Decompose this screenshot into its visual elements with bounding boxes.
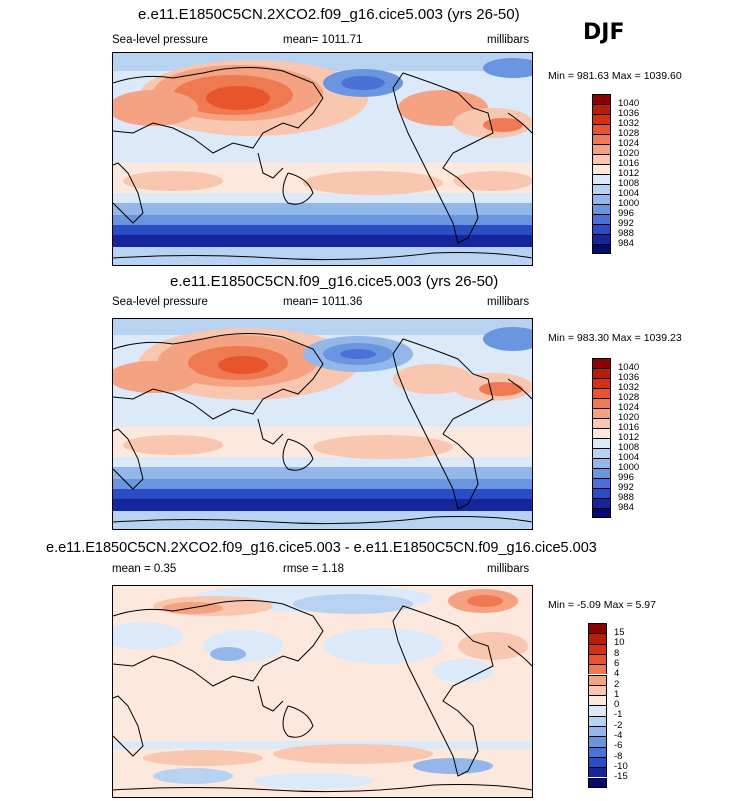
colorbar-1-label: 992 [618, 218, 634, 229]
panel-2-variable: Sea-level pressure [112, 296, 208, 308]
colorbar-3-label: 1 [614, 688, 620, 700]
colorbar-1-label: 1028 [618, 128, 640, 139]
colorbar-3-label: -15 [614, 771, 628, 783]
panel-2-map [112, 318, 533, 530]
panel-2-mean: mean= 1011.36 [283, 296, 363, 308]
colorbar-3-label: 10 [614, 637, 625, 649]
colorbar-3-label: -6 [614, 740, 623, 752]
panel-2-units: millibars [487, 296, 530, 308]
panel-2-title: e.e11.E1850C5CN.f09_g16.cice5.003 (yrs 2… [170, 273, 499, 290]
panel-1-units: millibars [487, 34, 530, 46]
colorbar-1-label: 988 [618, 228, 634, 239]
colorbar-1-label: 1016 [618, 158, 640, 169]
colorbar-2-label: 1024 [618, 402, 640, 413]
colorbar-2-label: 1020 [618, 412, 640, 423]
panel-1-map [112, 52, 533, 266]
colorbar-3-label: -2 [614, 719, 623, 731]
colorbar-2-label: 984 [618, 502, 634, 513]
colorbar-1-label: 984 [618, 238, 634, 249]
colorbar-2-label: 1004 [618, 452, 640, 463]
colorbar-3-label: 15 [614, 627, 625, 638]
colorbar-1-label: 1020 [618, 148, 640, 159]
colorbar-1-label: 1036 [618, 108, 640, 119]
colorbar-2-label: 1028 [618, 392, 640, 403]
colorbar-2-label: 1040 [618, 362, 640, 373]
colorbar-3-label: -8 [614, 750, 623, 762]
colorbar-3-label: 4 [614, 668, 620, 680]
colorbar-3-label: 0 [614, 699, 620, 711]
panel-1-title: e.e11.E1850C5CN.2XCO2.f09_g16.cice5.003 … [138, 6, 520, 23]
panel-3-rmse: rmse = 1.18 [283, 563, 345, 575]
colorbar-2-label: 996 [618, 472, 634, 483]
panel-3-units: millibars [487, 563, 530, 575]
colorbar-1-label: 1024 [618, 138, 640, 149]
colorbar-2-label: 992 [618, 482, 634, 493]
colorbar-3-label: -10 [614, 760, 628, 772]
panel-3-mean: mean = 0.35 [112, 563, 177, 575]
colorbar-1-label: 996 [618, 208, 634, 219]
colorbar-1-label: 1032 [618, 118, 640, 129]
colorbar-1-label: 1012 [618, 168, 640, 179]
colorbar-1-label: 1000 [618, 198, 640, 209]
panel-2-minmax: Min = 983.30 Max = 1039.23 [548, 332, 682, 344]
season-label: DJF [583, 20, 625, 45]
panel-1-mean: mean= 1011.71 [283, 34, 363, 46]
colorbar-1-label: 1008 [618, 178, 640, 189]
colorbar-3-label: -4 [614, 730, 623, 741]
colorbar-2-label: 988 [618, 492, 634, 503]
colorbar-2-label: 1032 [618, 382, 640, 393]
colorbar-3-label: 6 [614, 657, 620, 669]
colorbar-2-label: 1016 [618, 422, 640, 433]
panel-1-variable: Sea-level pressure [112, 34, 208, 46]
colorbar-2-label: 1036 [618, 372, 640, 383]
panel-1-minmax: Min = 981.63 Max = 1039.60 [548, 70, 682, 82]
panel-3-title: e.e11.E1850C5CN.2XCO2.f09_g16.cice5.003 … [46, 540, 597, 556]
colorbar-2-label: 1012 [618, 432, 640, 443]
colorbar-3-label: -1 [614, 709, 623, 721]
colorbar-2-label: 1000 [618, 462, 640, 473]
panel-3-minmax: Min = -5.09 Max = 5.97 [548, 599, 656, 611]
panel-3-map [112, 585, 533, 798]
colorbar-1-label: 1004 [618, 188, 640, 199]
colorbar-2-label: 1008 [618, 442, 640, 453]
colorbar-3-label: 8 [614, 647, 620, 659]
colorbar-3-label: 2 [614, 678, 620, 690]
colorbar-1-label: 1040 [618, 98, 640, 109]
